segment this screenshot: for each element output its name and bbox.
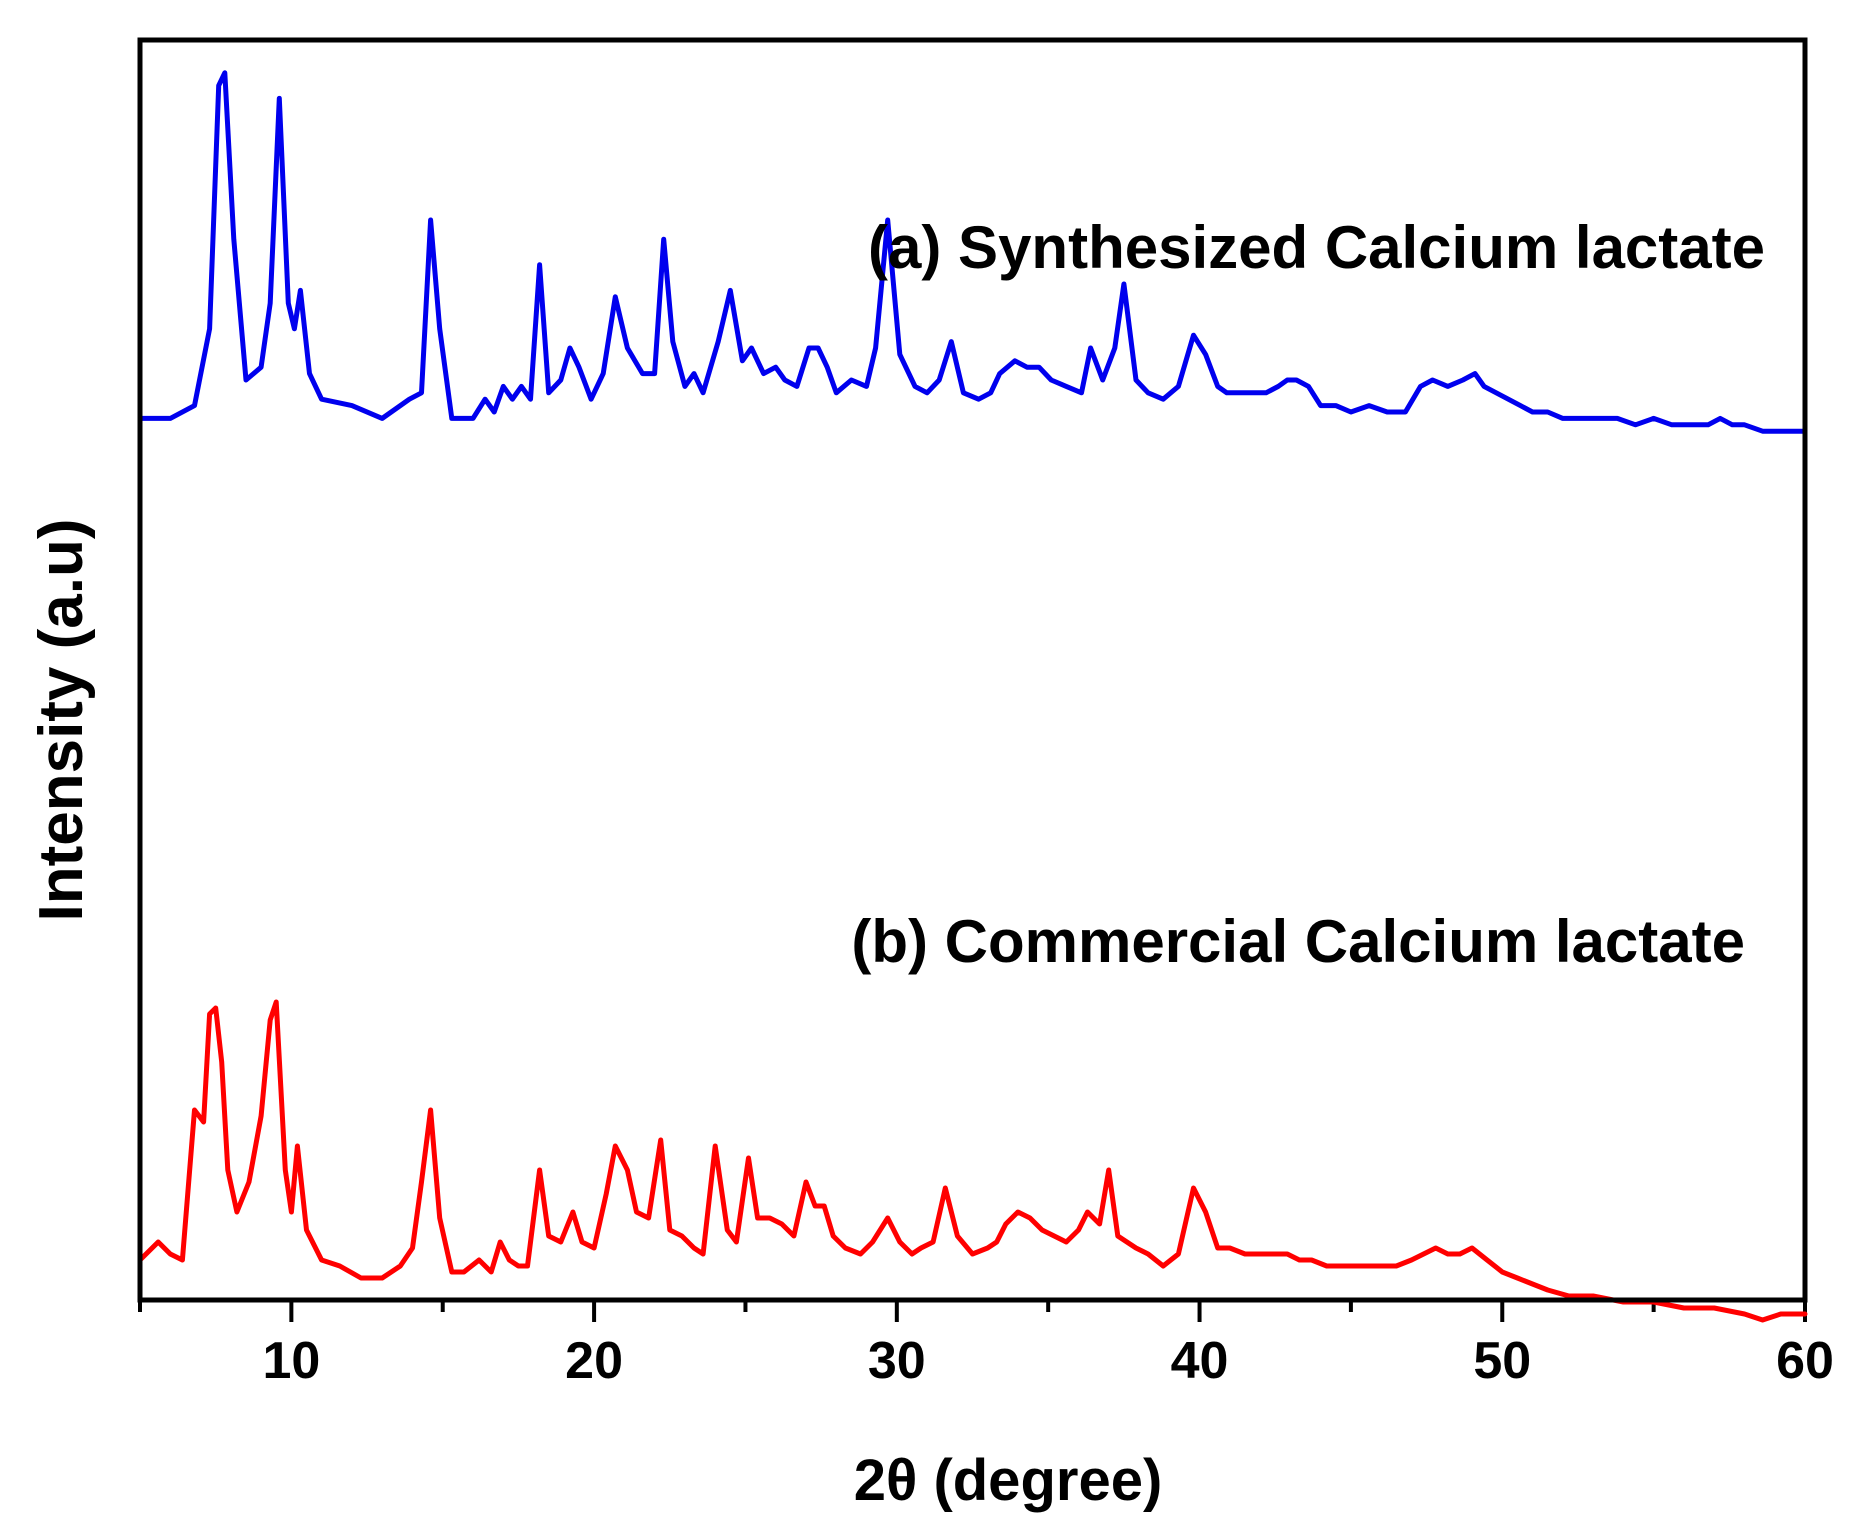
tick-layer: 10 20 30 40 50 60 [138, 1300, 1834, 1390]
x-tick-label-40: 40 [1171, 1332, 1229, 1390]
x-axis-title: 2θ (degree) [854, 1448, 1163, 1513]
x-tick-label-60: 60 [1776, 1332, 1834, 1390]
y-axis-title: Intensity (a.u) [27, 518, 96, 921]
series-a-label: (a) Synthesized Calcium lactate [868, 214, 1765, 281]
series-b-line [137, 999, 1808, 1323]
x-tick-label-20: 20 [565, 1332, 623, 1390]
plot-frame [137, 37, 1808, 1303]
x-tick-label-50: 50 [1473, 1332, 1531, 1390]
x-tick-label-30: 30 [868, 1332, 926, 1390]
series-b-label: (b) Commercial Calcium lactate [851, 908, 1745, 975]
series-layer [137, 70, 1808, 1323]
x-tick-label-10: 10 [262, 1332, 320, 1390]
series-a-line [137, 70, 1808, 434]
